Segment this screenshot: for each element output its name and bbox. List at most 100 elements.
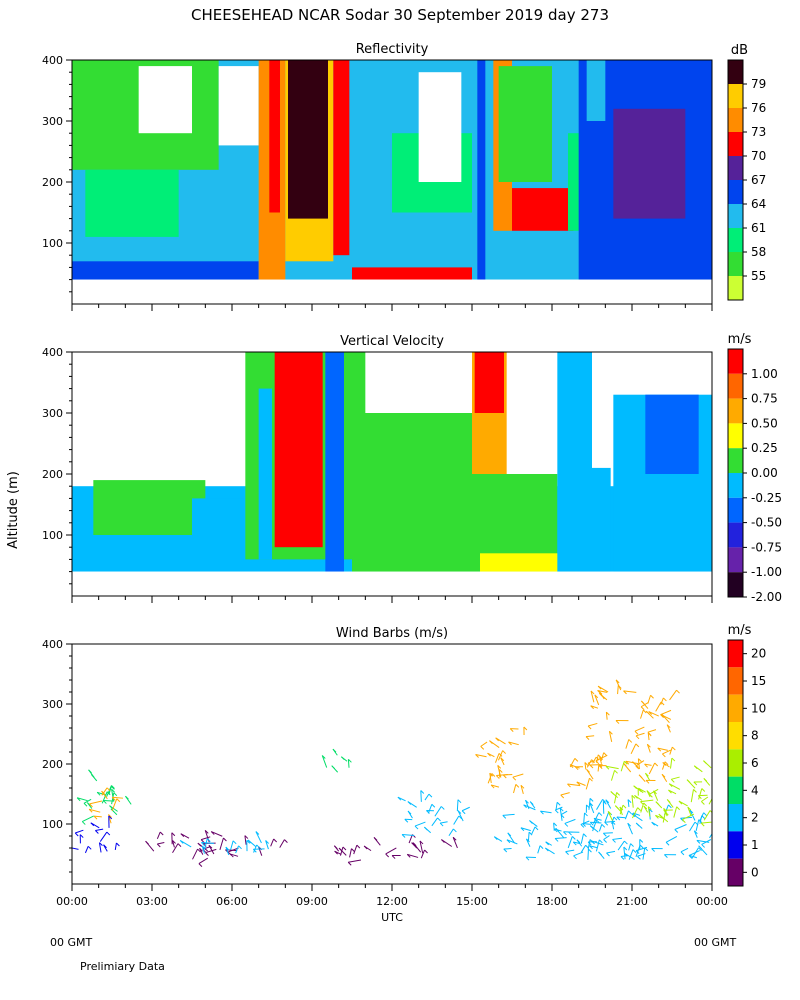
x-tick-label: 09:00: [296, 895, 328, 908]
wind-barb-flag: [594, 694, 599, 699]
wind-barb-flag: [331, 765, 336, 770]
wind-barb-flag: [631, 794, 636, 799]
wind-barb-flag: [589, 845, 593, 850]
wind-barb: [321, 755, 328, 768]
wind-barb: [616, 816, 626, 819]
wind-barb-flag: [125, 795, 129, 800]
wind-barb: [662, 812, 666, 823]
wind-barb: [101, 787, 108, 796]
wind-barb: [420, 849, 426, 859]
wind-barb: [607, 811, 613, 821]
wind-barb: [567, 836, 573, 849]
wind-barb-flag: [208, 844, 213, 849]
wind-barb-flag: [644, 847, 649, 852]
wind-barb-flag: [553, 828, 558, 833]
wind-barb: [632, 812, 641, 816]
wind-barb-flag: [502, 750, 506, 754]
wind-barb-flag: [668, 804, 672, 809]
footer-right: 00 GMT: [694, 936, 737, 949]
wind-barb-flag: [487, 752, 491, 757]
wind-barb-flag: [88, 808, 93, 813]
wind-barb-flag: [664, 854, 668, 858]
wind-barb-flag: [584, 762, 589, 766]
wind-barb-flag: [698, 845, 702, 850]
wind-barb-flag: [567, 783, 571, 788]
wind-barb-flag: [666, 724, 671, 729]
wind-barb-flag: [603, 839, 607, 843]
wind-barb: [244, 835, 247, 845]
wind-barb: [424, 793, 430, 801]
wind-barb-flag: [502, 815, 507, 819]
wind-barb-flag: [74, 832, 79, 837]
wind-barb-flag: [598, 851, 602, 856]
wind-barb-flag: [116, 842, 120, 847]
wind-barb: [513, 784, 517, 794]
wind-barb-flag: [159, 831, 164, 836]
wind-barb: [642, 847, 646, 860]
wind-barb-flag: [87, 845, 92, 850]
wind-barb-flag: [624, 840, 628, 845]
colorbar-label: -0.75: [751, 540, 782, 554]
wind-barb: [112, 796, 124, 799]
wind-barb: [647, 695, 652, 704]
wind-barb-flag: [627, 799, 632, 803]
wind-barb: [496, 774, 508, 777]
wind-barb-flag: [613, 816, 618, 821]
wind-barb: [219, 837, 224, 851]
wind-barb: [569, 758, 576, 768]
wind-barb-flag: [686, 779, 691, 784]
wind-barb-flag: [480, 746, 485, 750]
wind-barb: [662, 749, 672, 755]
wind-barb-flag: [627, 822, 632, 827]
plot-area: [72, 60, 712, 304]
wind-barb: [270, 838, 275, 847]
wind-barb: [631, 795, 634, 808]
wind-barb: [617, 840, 625, 851]
wind-barb-flag: [671, 757, 676, 762]
colorbar-swatch: [728, 694, 743, 722]
colorbar-label: 6: [751, 756, 759, 770]
wind-barb-flag: [198, 863, 203, 867]
wind-barb-flag: [640, 706, 645, 711]
wind-barb-flag: [591, 759, 595, 763]
wind-barb-flag: [223, 837, 227, 842]
wind-barb-flag: [615, 720, 620, 724]
wind-barb-flag: [680, 851, 685, 856]
y-tick-label: 100: [42, 818, 63, 831]
wind-barb-flag: [145, 840, 149, 845]
wind-barb-flag: [363, 845, 368, 850]
wind-barb-flag: [660, 714, 665, 718]
wind-barb-flag: [698, 847, 702, 852]
heatmap-cell: [93, 480, 206, 535]
wind-barb-flag: [556, 801, 561, 806]
colorbar: 1.00 0.75 0.50 0.25 0.00 -0.25 -0.50 -0.75 -1.00…: [727, 332, 782, 604]
wind-barb-flag: [199, 847, 203, 852]
wind-barb-flag: [701, 844, 705, 848]
wind-barb-flag: [654, 762, 659, 767]
wind-barb: [198, 857, 208, 865]
wind-barb-flag: [508, 741, 512, 746]
wind-barb-flag: [601, 823, 606, 828]
wind-barb-flag: [411, 842, 415, 846]
wind-barb: [456, 799, 459, 812]
wind-barb-flag: [650, 694, 654, 699]
wind-barb: [573, 841, 581, 845]
heatmap-cell: [269, 60, 280, 213]
wind-barb-flag: [661, 773, 666, 778]
wind-barb: [587, 839, 591, 850]
wind-barb: [555, 837, 567, 839]
colorbar-unit: dB: [731, 43, 748, 58]
wind-barb-flag: [703, 760, 707, 765]
wind-barb: [89, 808, 101, 813]
colorbar-swatch: [728, 228, 743, 252]
wind-barb: [701, 839, 712, 845]
wind-barb-flag: [598, 690, 603, 695]
wind-barb: [457, 810, 464, 822]
wind-barb: [98, 842, 102, 853]
wind-barb-flag: [623, 760, 628, 765]
wind-barb-flag: [525, 856, 530, 861]
wind-barb-flag: [634, 795, 638, 799]
wind-barb-flag: [615, 679, 620, 684]
colorbar-label: 8: [751, 729, 759, 743]
wind-barb-flag: [210, 831, 215, 835]
